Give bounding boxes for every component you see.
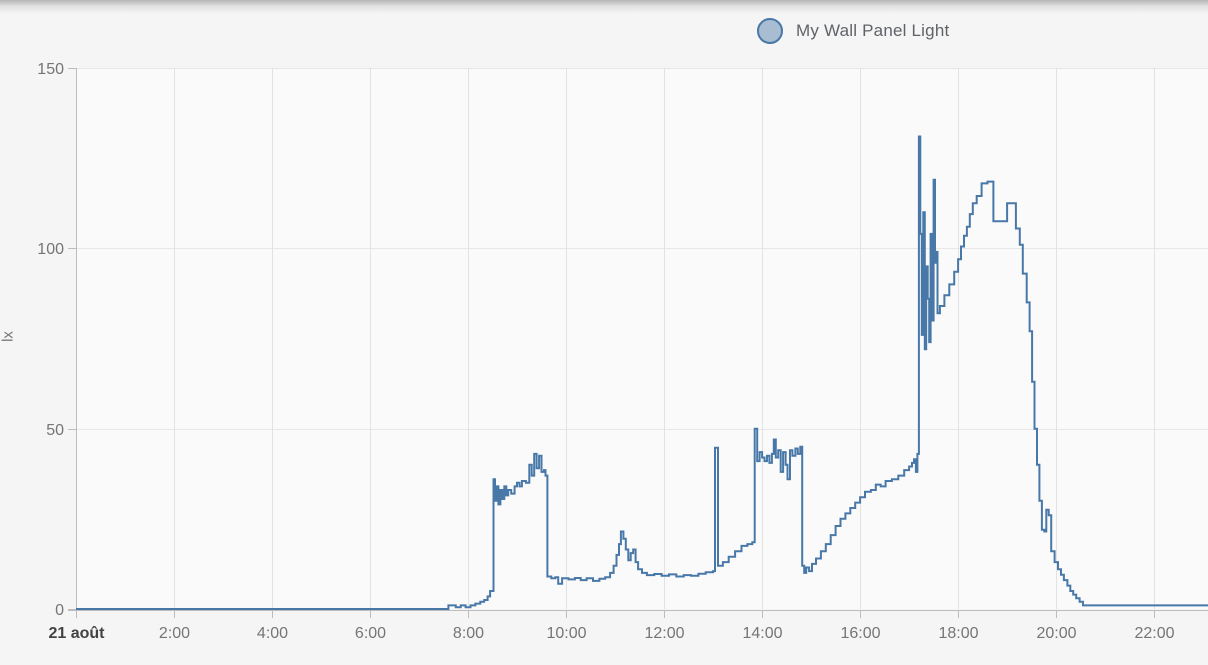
x-tick-label: 12:00	[644, 625, 684, 642]
legend-marker-circle-icon	[757, 18, 783, 44]
x-tick-label: 8:00	[453, 625, 484, 642]
x-tick-label: 6:00	[355, 625, 386, 642]
x-tick-label: 16:00	[840, 625, 880, 642]
y-tick-label: 100	[37, 241, 64, 258]
legend-label: My Wall Panel Light	[796, 21, 950, 40]
legend-item-my-wall-panel-light[interactable]: My Wall Panel Light	[757, 18, 949, 44]
y-axis-unit-label: lx	[0, 331, 17, 342]
chart-legend: My Wall Panel Light	[757, 18, 949, 44]
x-tick-label: 4:00	[257, 625, 288, 642]
y-tick-label: 50	[46, 422, 64, 439]
plot-area	[76, 68, 1208, 609]
x-tick-label: 20:00	[1036, 625, 1076, 642]
x-tick-label: 14:00	[742, 625, 782, 642]
x-tick-label: 18:00	[938, 625, 978, 642]
y-tick-label: 0	[55, 602, 64, 619]
x-tick-label: 10:00	[546, 625, 586, 642]
x-tick-label: 22:00	[1134, 625, 1174, 642]
x-tick-label: 21 août	[48, 625, 105, 642]
series-line[interactable]	[76, 135, 1208, 610]
y-tick-label: 150	[37, 61, 64, 78]
x-tick-label: 2:00	[159, 625, 190, 642]
